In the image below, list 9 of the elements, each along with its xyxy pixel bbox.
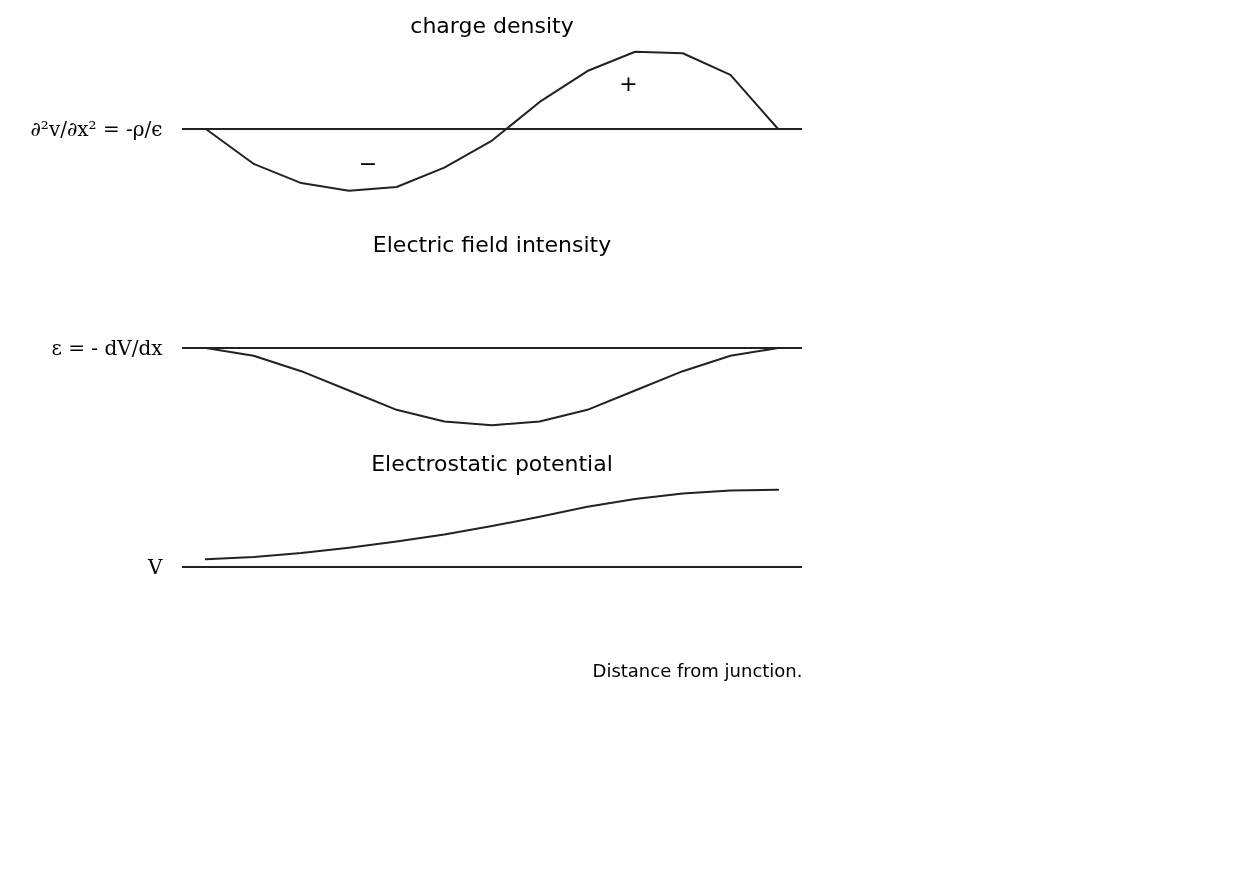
- annotation: +: [619, 71, 638, 96]
- x-axis-title: Distance from junction.: [592, 659, 803, 681]
- y-axis-title: ∂²v/∂x² = -ρ/ϵ: [30, 116, 163, 141]
- annotation: −: [358, 151, 378, 176]
- chart-title: Electrostatic potential: [371, 451, 613, 476]
- chart-title: charge density: [410, 13, 574, 38]
- y-axis-title: V: [147, 554, 164, 579]
- chart-title: Electric field intensity: [372, 232, 612, 257]
- y-axis-title: ε = - dV/dx: [51, 335, 164, 360]
